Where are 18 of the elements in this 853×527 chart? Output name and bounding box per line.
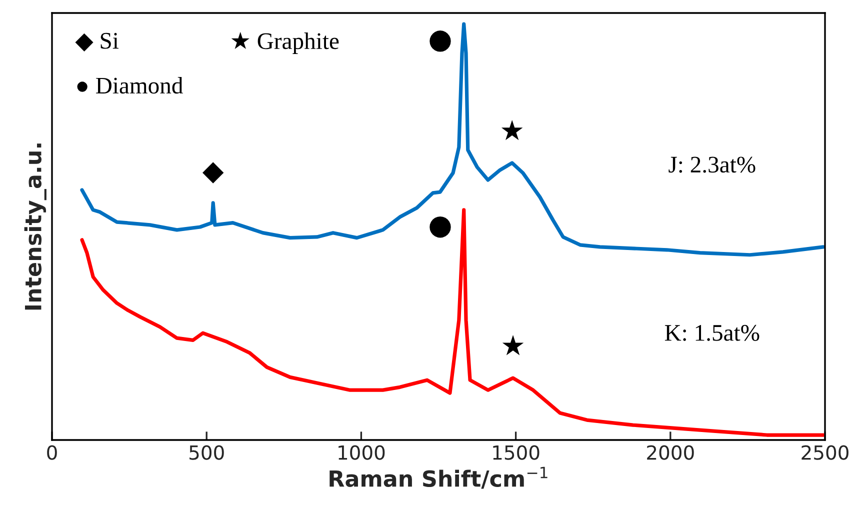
annotation: ● [430, 30, 451, 52]
annotation: ● [430, 216, 451, 238]
x-tick-label: 0 [47, 445, 57, 460]
annotation: K: 1.5at% [664, 324, 760, 341]
y-axis-title: Intensity_a.u. [24, 144, 46, 310]
annotation: J: 2.3at% [668, 156, 756, 173]
x-tick-label: 1000 [338, 445, 385, 460]
annotation: ● Diamond [77, 77, 183, 94]
x-axis-title: Raman Shift/cm$^{−1}$ [330, 466, 548, 489]
annotation: ★ [501, 120, 523, 140]
annotation: ◆ Si [75, 32, 118, 52]
x-tick-label: 2500 [802, 445, 848, 460]
x-tick-label: 2000 [647, 445, 694, 460]
x-tick-label: 500 [190, 445, 224, 460]
annotation: ★ [502, 335, 524, 356]
annotation: ◆ [202, 162, 224, 184]
x-tick-label: 1500 [493, 445, 540, 460]
annotation: ★ Graphite [231, 32, 339, 54]
